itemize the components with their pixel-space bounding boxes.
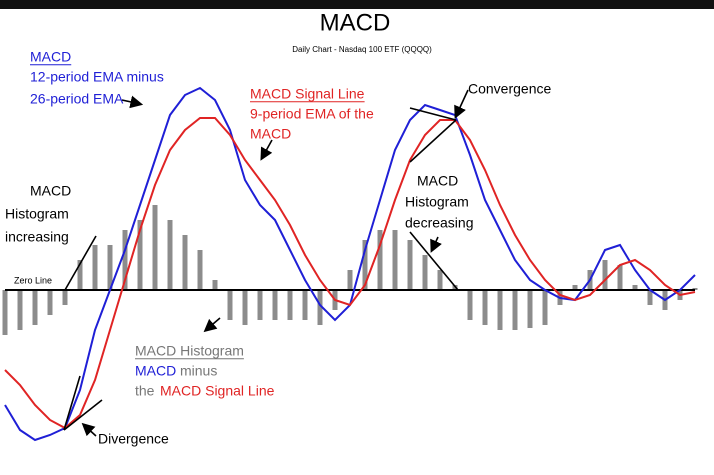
annotation: decreasing — [405, 215, 474, 231]
annotation: minus — [180, 363, 217, 379]
histogram-bar — [197, 250, 203, 290]
histogram-bar — [167, 220, 173, 290]
histogram-bar — [302, 290, 308, 320]
histogram-bar — [527, 290, 533, 328]
histogram-bar — [317, 290, 323, 325]
histogram-bar — [407, 240, 413, 290]
annotation: 9-period EMA of the — [250, 106, 374, 122]
histogram-bar — [182, 235, 188, 290]
histogram-bar — [107, 245, 113, 290]
histogram-bar — [77, 260, 83, 290]
histogram-bar — [32, 290, 38, 325]
histogram-bar — [632, 285, 638, 290]
histogram-bar — [227, 290, 233, 320]
histogram-bar — [17, 290, 23, 330]
top-bar — [0, 0, 714, 9]
annotation: 12-period EMA minus — [30, 69, 164, 85]
histogram-bar — [572, 285, 578, 290]
histogram-bar — [497, 290, 503, 330]
histogram-bar — [377, 230, 383, 290]
histogram-bar — [467, 290, 473, 320]
histogram-bar — [257, 290, 263, 320]
histogram-bar — [392, 230, 398, 290]
annotation: MACD — [250, 126, 291, 142]
annotation: MACD — [30, 49, 71, 65]
histogram-bar — [347, 270, 353, 290]
histogram-bar — [152, 205, 158, 290]
histogram-bar — [212, 280, 218, 290]
annotation: MACD Signal Line — [250, 86, 365, 102]
plot — [2, 86, 698, 442]
annotation: Convergence — [468, 81, 551, 97]
histogram-bar — [287, 290, 293, 320]
histogram-bar — [92, 245, 98, 290]
annotation: increasing — [5, 229, 69, 245]
histogram-bar — [137, 220, 143, 290]
histogram-bar — [242, 290, 248, 325]
histogram-bar — [62, 290, 68, 305]
annotation: MACD — [417, 173, 458, 189]
histogram-bar — [482, 290, 488, 325]
histogram-bar — [362, 240, 368, 290]
histogram-bar — [437, 270, 443, 290]
histogram-bar — [542, 290, 548, 325]
annotation: 26-period EMA — [30, 91, 124, 107]
annotation: MACD Histogram — [135, 343, 244, 359]
histogram-bar — [2, 290, 8, 335]
histogram-bar — [422, 255, 428, 290]
histogram-bar — [272, 290, 278, 320]
histogram-bar — [122, 230, 128, 290]
line-series — [4, 117, 696, 430]
histogram-bar — [47, 290, 53, 315]
histogram-bar — [512, 290, 518, 330]
histogram-bar — [647, 290, 653, 305]
histogram-bar — [602, 260, 608, 290]
annotation: MACD — [135, 363, 176, 379]
annotation: MACD Signal Line — [160, 383, 275, 399]
annotation: Histogram — [5, 206, 69, 222]
chart-subtitle: Daily Chart - Nasdaq 100 ETF (QQQQ) — [292, 45, 432, 54]
annotation: the — [135, 383, 155, 399]
arrows — [63, 89, 469, 437]
annotation: Histogram — [405, 194, 469, 210]
chart-title: MACD — [320, 9, 391, 36]
annotation: Divergence — [98, 431, 169, 447]
annotation: Zero Line — [14, 275, 52, 285]
annotation: MACD — [30, 183, 71, 199]
histogram-bar — [617, 265, 623, 290]
